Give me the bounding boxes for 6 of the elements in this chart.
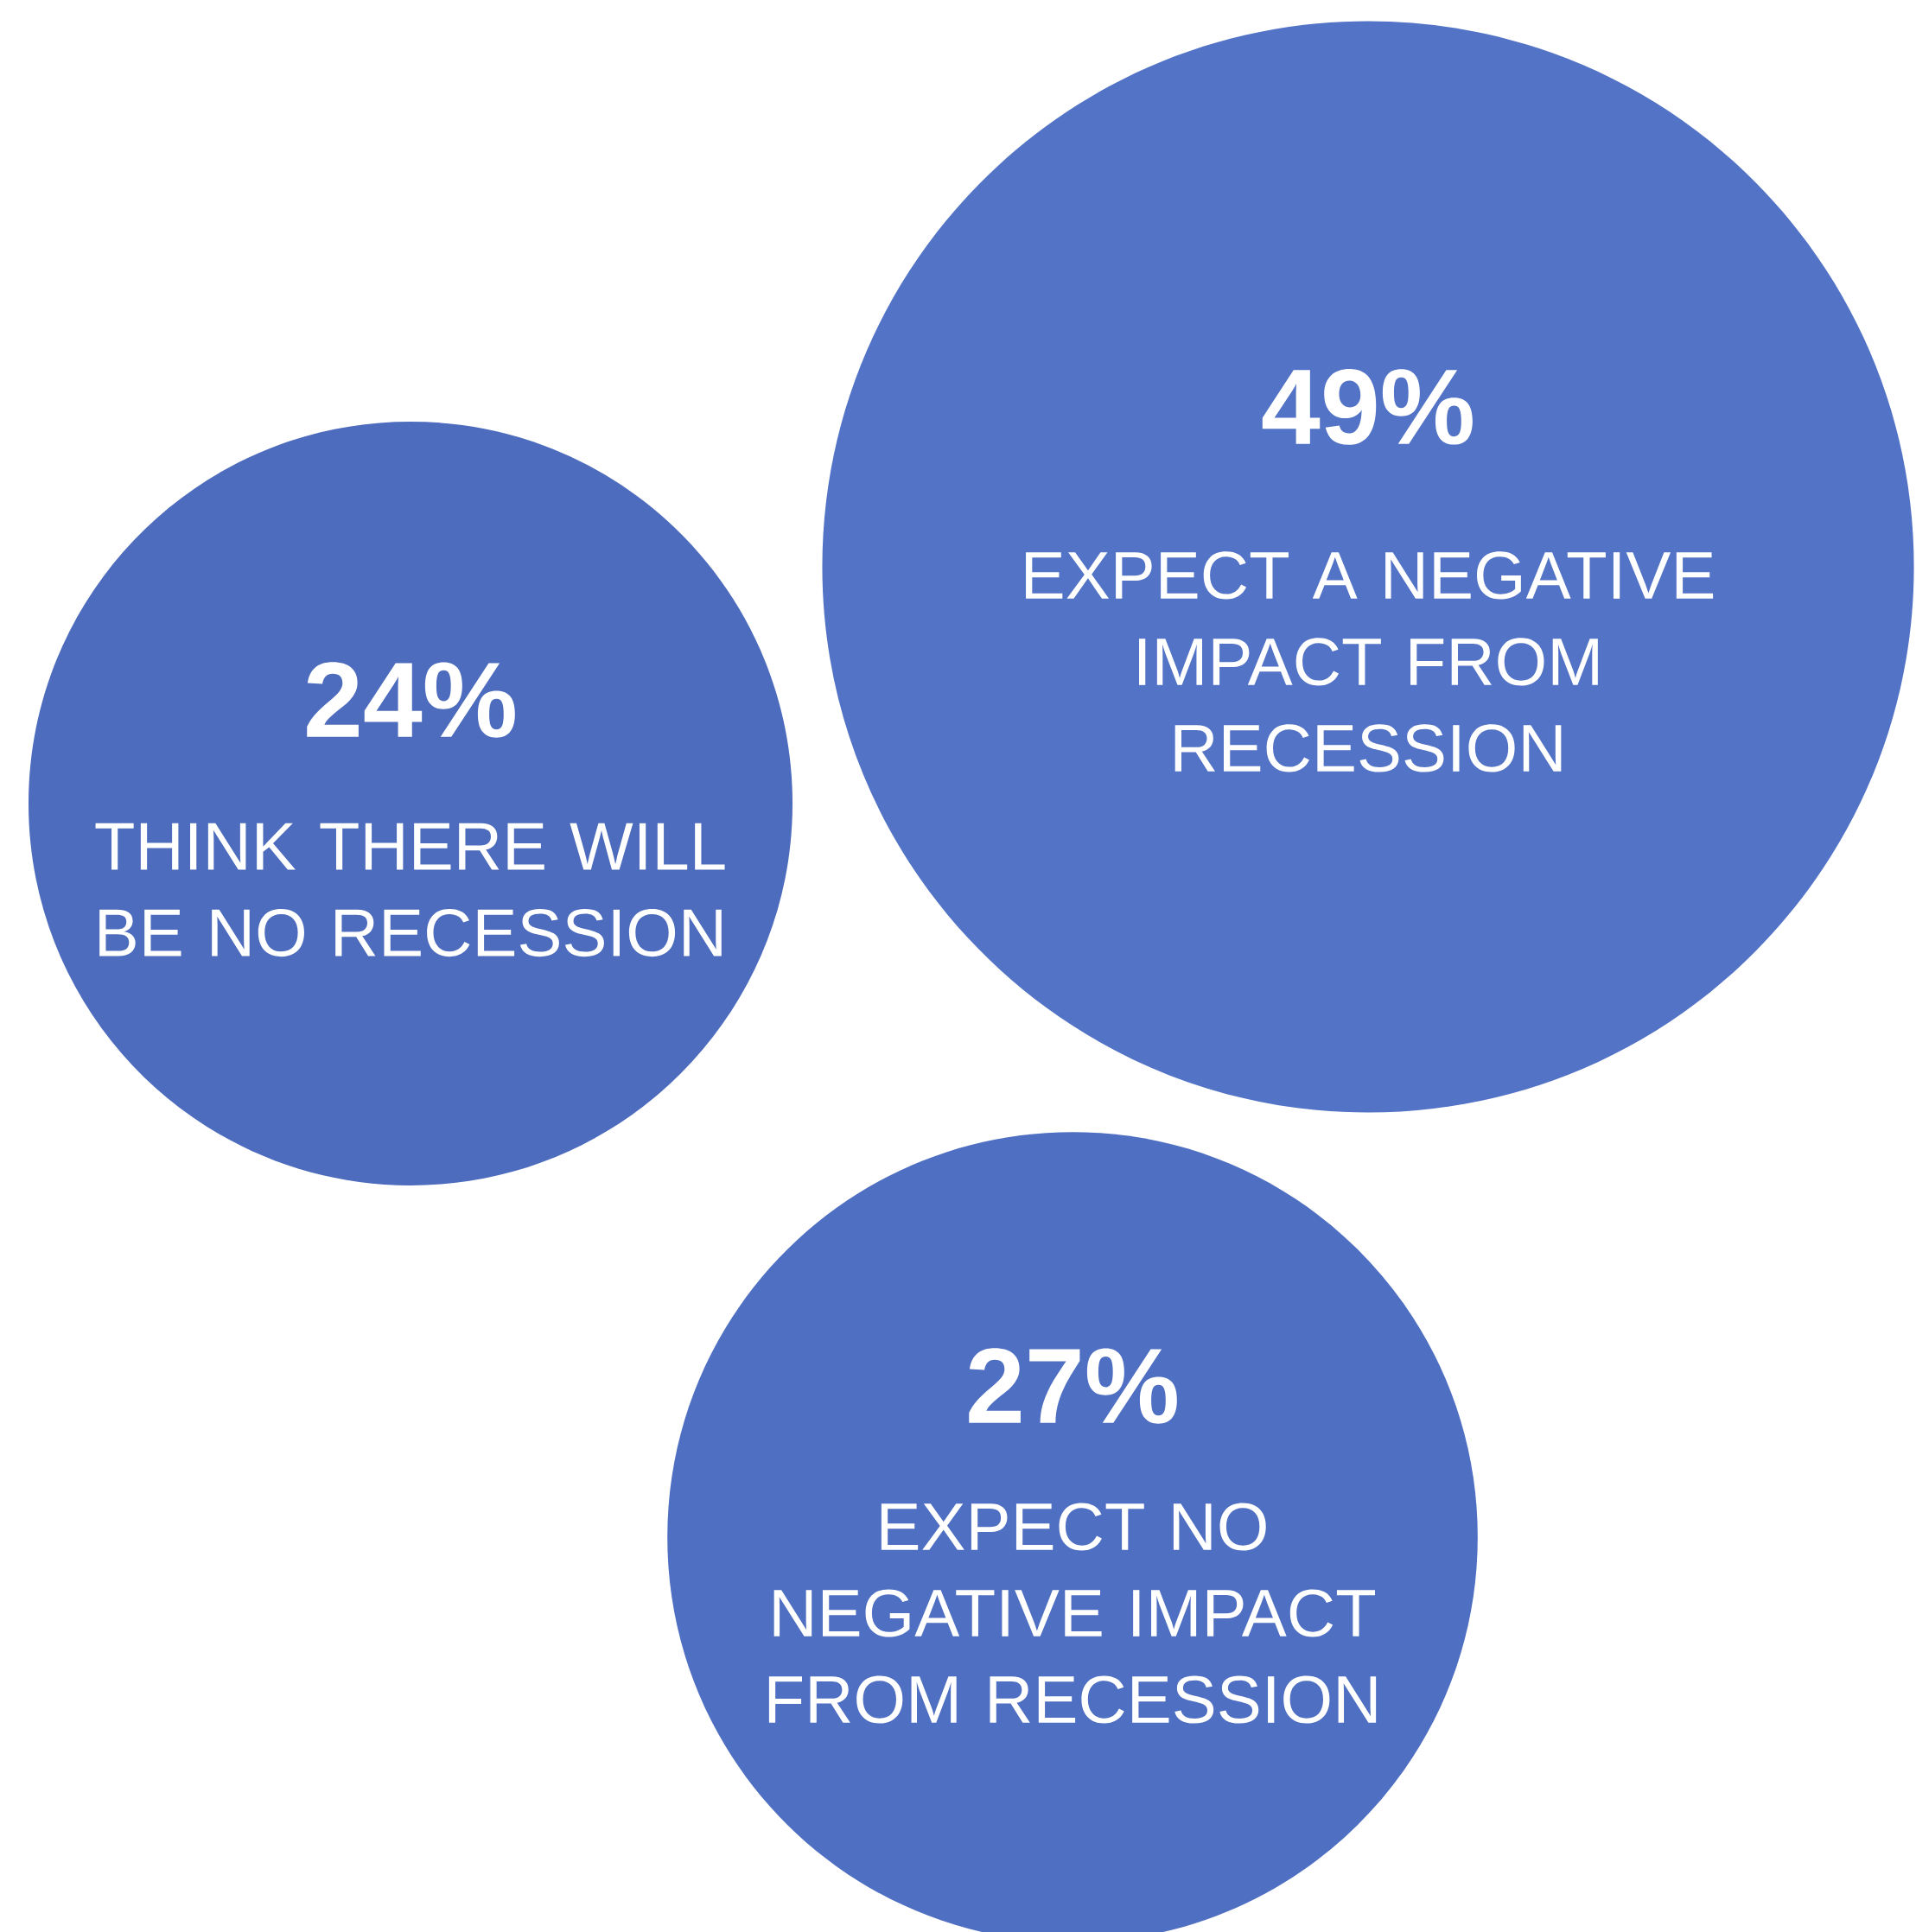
category-label: THINK THERE WILL BE NO RECESSION	[95, 823, 725, 957]
data-label: 27%	[969, 1348, 1177, 1424]
category-label: EXPECT NO NEGATIVE IMPACT FROM RECESSION	[768, 1503, 1377, 1724]
data-label: 24%	[307, 662, 515, 738]
category-label: EXPECT A NEGATIVE IMPACT FROM RECESSION	[1026, 551, 1714, 772]
data-label: 49%	[1262, 369, 1473, 445]
